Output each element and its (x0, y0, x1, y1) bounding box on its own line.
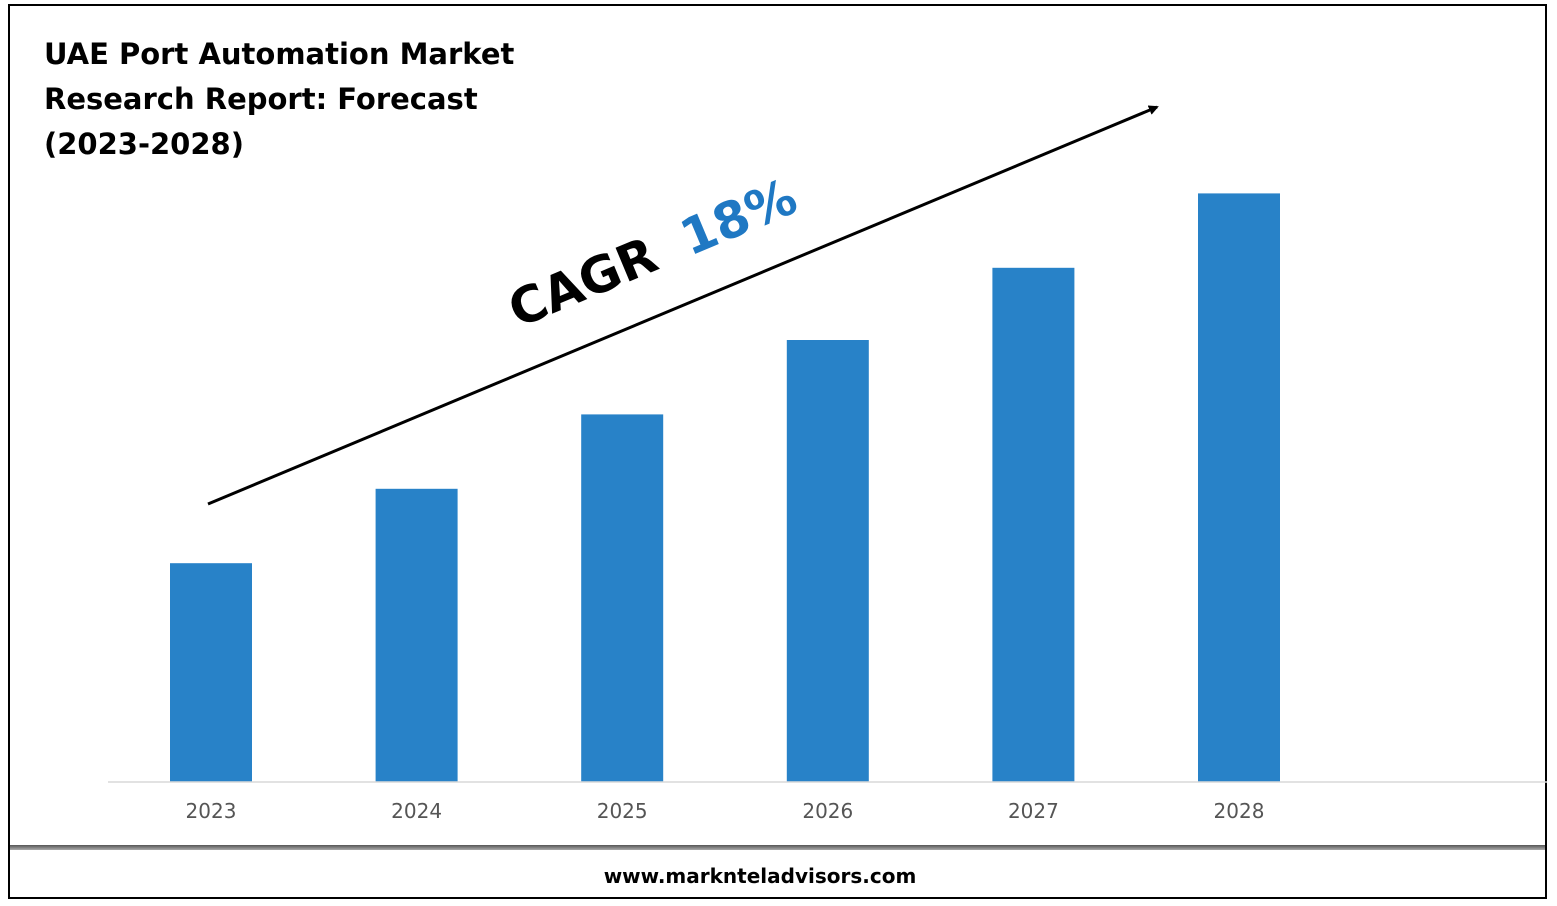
x-tick-label-2025: 2025 (597, 799, 648, 823)
chart-frame (8, 4, 1547, 899)
bar-2023 (170, 563, 252, 782)
bar-2024 (375, 488, 458, 782)
footer-divider (10, 845, 1545, 850)
trend-arrow (207, 105, 1159, 506)
cagr-value: 18% (672, 167, 805, 267)
x-tick-label-2023: 2023 (186, 799, 237, 823)
x-tick-label-2028: 2028 (1214, 799, 1265, 823)
bar-2025 (581, 414, 664, 782)
chart-title: UAE Port Automation Market Research Repo… (44, 37, 515, 161)
cagr-annotation: CAGR 18% (500, 167, 805, 339)
bar-2026 (786, 340, 869, 782)
bar-2027 (992, 267, 1075, 782)
x-tick-label-2024: 2024 (391, 799, 442, 823)
x-tick-label-2027: 2027 (1008, 799, 1059, 823)
footer-website: www.marknteladvisors.com (603, 864, 917, 888)
bar-2028 (1198, 193, 1280, 782)
x-tick-label-2026: 2026 (802, 799, 853, 823)
